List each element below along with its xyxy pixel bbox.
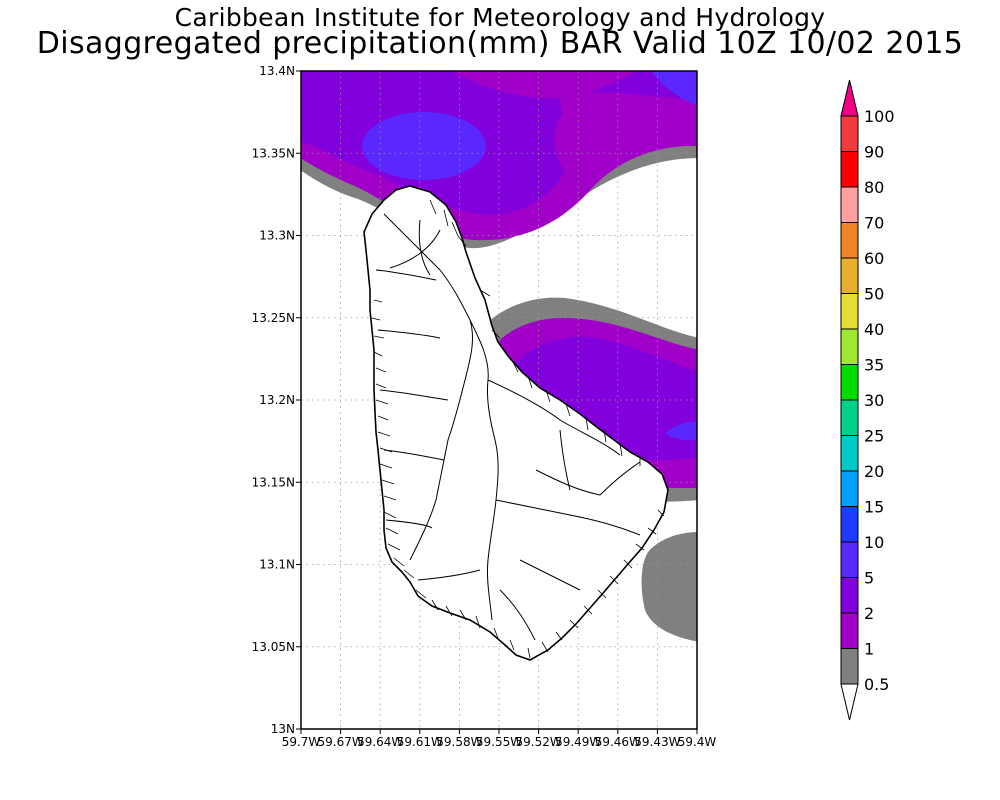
lon-tick-label: 59.43W: [634, 735, 680, 749]
institute-title: Caribbean Institute for Meteorology and …: [174, 3, 826, 32]
lat-tick-label: 13.35N: [252, 146, 295, 160]
colorbar-under-triangle: [840, 683, 859, 721]
colorbar-label: 1: [864, 640, 874, 659]
colorbar-label: 30: [864, 391, 884, 410]
lat-tick-label: 13.1N: [259, 558, 295, 572]
colorbar-label: 20: [864, 462, 884, 481]
barbados-island: [363, 185, 669, 661]
precip-north-10mm-east: [650, 71, 697, 106]
colorbar-label: 2: [864, 604, 874, 623]
lon-tick-label: 59.4W: [678, 735, 717, 749]
colorbar-label: 60: [864, 249, 884, 268]
colorbar-label: 100: [864, 107, 895, 126]
colorbar-swatch: [840, 399, 859, 436]
colorbar-swatch: [840, 222, 859, 259]
watershed-boundaries: [375, 213, 641, 641]
colorbar-label: 35: [864, 356, 884, 375]
colorbar-swatch: [840, 470, 859, 507]
colorbar-label: 50: [864, 285, 884, 304]
colorbar-swatch: [840, 257, 859, 294]
lon-tick-label: 59.58W: [436, 735, 482, 749]
colorbar-swatch: [840, 151, 859, 188]
product-title: Disaggregated precipitation(mm) BAR Vali…: [36, 26, 964, 61]
precip-north-10mm-west: [362, 112, 486, 180]
colorbar-label: 80: [864, 178, 884, 197]
colorbar-swatch: [840, 115, 859, 152]
island-coast-texture: [371, 199, 665, 659]
latitude-axis: 13.4N 13.35N 13.3N 13.25N 13.2N 13.15N 13.1N 13…: [252, 64, 301, 736]
lon-tick-label: 59.7W: [282, 735, 321, 749]
lon-tick-label: 59.49W: [555, 735, 601, 749]
lat-tick-label: 13.4N: [259, 64, 295, 78]
precip-north-2mm-top: [451, 71, 638, 99]
lon-tick-label: 59.55W: [476, 735, 522, 749]
colorbar-swatch: [840, 577, 859, 614]
colorbar-swatch: [840, 435, 859, 472]
colorbar-over-triangle: [840, 79, 859, 117]
colorbar-label: 15: [864, 498, 884, 517]
colorbar-label: 70: [864, 214, 884, 233]
lon-tick-label: 59.52W: [515, 735, 561, 749]
lon-tick-label: 59.46W: [595, 735, 641, 749]
colorbar-label: 90: [864, 143, 884, 162]
colorbar-label: 10: [864, 533, 884, 552]
lat-tick-label: 13.05N: [252, 640, 295, 654]
lat-tick-label: 13.25N: [252, 311, 295, 325]
colorbar-label: 40: [864, 320, 884, 339]
colorbar-swatch: [840, 293, 859, 330]
precip-east-10mm: [665, 421, 697, 441]
colorbar-swatch: [840, 328, 859, 365]
colorbar-swatch: [840, 541, 859, 578]
colorbar: 100 90 80 70 60 50 40 35 30 25 20 15 10 5 2 1 0.5: [840, 79, 895, 721]
lon-tick-label: 59.61W: [397, 735, 443, 749]
colorbar-swatch: [840, 364, 859, 401]
lat-tick-label: 13.15N: [252, 475, 295, 489]
precip-north-2mm-inner: [560, 92, 697, 180]
colorbar-label: 0.5: [864, 675, 889, 694]
colorbar-swatch: [840, 612, 859, 649]
lat-tick-label: 13.3N: [259, 229, 295, 243]
lat-tick-label: 13.2N: [259, 393, 295, 407]
lat-tick-label: 13N: [271, 722, 295, 736]
longitude-axis: 59.7W59.67W59.64W59.61W59.58W59.55W59.52…: [282, 729, 717, 749]
lon-tick-label: 59.64W: [357, 735, 403, 749]
lon-tick-label: 59.67W: [317, 735, 363, 749]
colorbar-label: 5: [864, 569, 874, 588]
colorbar-swatch: [840, 506, 859, 543]
colorbar-swatch: [840, 648, 859, 685]
colorbar-swatch: [840, 186, 859, 223]
precip-southeast-1mm: [641, 532, 697, 642]
colorbar-label: 25: [864, 427, 884, 446]
